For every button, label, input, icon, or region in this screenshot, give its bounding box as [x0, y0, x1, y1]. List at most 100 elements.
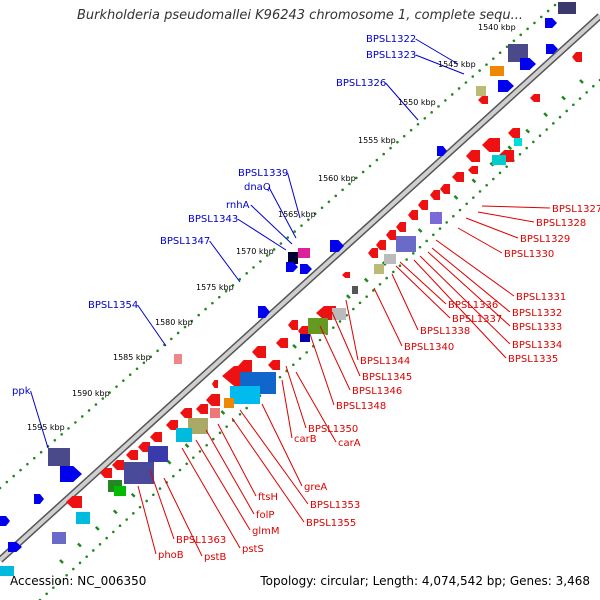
gene-feature[interactable]	[174, 354, 182, 364]
gene-feature[interactable]	[288, 252, 298, 264]
gene-feature[interactable]	[148, 446, 168, 462]
gene-feature[interactable]	[408, 210, 418, 220]
gene-feature[interactable]	[308, 318, 328, 334]
gene-feature[interactable]	[490, 66, 504, 76]
gene-feature[interactable]	[530, 94, 540, 102]
reverse-gene-label[interactable]: BPSL1327	[552, 204, 600, 215]
gene-feature[interactable]	[166, 420, 178, 430]
gene-feature[interactable]	[212, 380, 218, 388]
gene-feature[interactable]	[572, 52, 582, 62]
gene-feature[interactable]	[0, 516, 10, 526]
gene-feature[interactable]	[384, 254, 396, 264]
gene-feature[interactable]	[288, 320, 298, 330]
reverse-gene-label[interactable]: pstS	[242, 544, 264, 555]
gene-feature[interactable]	[268, 360, 280, 370]
gene-feature[interactable]	[76, 512, 90, 524]
reverse-gene-label[interactable]: BPSL1334	[512, 340, 562, 351]
gene-feature[interactable]	[546, 44, 558, 54]
gene-feature[interactable]	[298, 326, 308, 336]
gene-feature[interactable]	[210, 408, 220, 418]
gene-feature[interactable]	[508, 44, 528, 62]
reverse-gene-label[interactable]: BPSL1328	[536, 218, 586, 229]
gene-feature[interactable]	[176, 428, 192, 442]
gene-feature[interactable]	[52, 532, 66, 544]
reverse-gene-label[interactable]: ftsH	[258, 492, 278, 503]
gene-feature[interactable]	[352, 286, 358, 294]
reverse-gene-label[interactable]: BPSL1348	[336, 401, 386, 412]
gene-feature[interactable]	[466, 150, 480, 162]
forward-gene-label[interactable]: BPSL1343	[188, 214, 238, 225]
gene-feature[interactable]	[478, 96, 488, 104]
gene-feature[interactable]	[386, 230, 396, 240]
reverse-gene-label[interactable]: pstB	[204, 552, 226, 563]
gene-feature[interactable]	[468, 166, 478, 174]
gene-feature[interactable]	[558, 2, 576, 14]
gene-feature[interactable]	[520, 58, 536, 70]
reverse-gene-label[interactable]: BPSL1350	[308, 424, 358, 435]
gene-feature[interactable]	[300, 334, 310, 342]
gene-feature[interactable]	[396, 236, 416, 252]
reverse-gene-label[interactable]: phoB	[158, 550, 184, 561]
gene-feature[interactable]	[34, 494, 44, 504]
gene-feature[interactable]	[437, 146, 447, 156]
gene-feature[interactable]	[286, 262, 298, 272]
gene-feature[interactable]	[316, 306, 336, 320]
gene-feature[interactable]	[100, 468, 112, 478]
reverse-gene-label[interactable]: BPSL1333	[512, 322, 562, 333]
gene-feature[interactable]	[298, 248, 310, 258]
gene-feature[interactable]	[374, 264, 384, 274]
gene-feature[interactable]	[196, 404, 208, 414]
forward-gene-label[interactable]: dnaQ	[244, 182, 271, 193]
reverse-gene-label[interactable]: carB	[294, 434, 317, 445]
gene-feature[interactable]	[368, 248, 378, 258]
gene-feature[interactable]	[114, 486, 126, 496]
gene-feature[interactable]	[545, 18, 557, 28]
gene-feature[interactable]	[180, 408, 192, 418]
reverse-gene-label[interactable]: BPSL1336	[448, 300, 498, 311]
forward-gene-label[interactable]: rnhA	[226, 200, 250, 211]
gene-feature[interactable]	[112, 460, 124, 470]
gene-feature[interactable]	[452, 172, 464, 182]
gene-feature[interactable]	[258, 306, 270, 318]
reverse-gene-label[interactable]: folP	[256, 510, 274, 521]
gene-feature[interactable]	[342, 272, 350, 278]
reverse-gene-label[interactable]: BPSL1329	[520, 234, 570, 245]
gene-feature[interactable]	[66, 496, 82, 508]
gene-feature[interactable]	[440, 184, 450, 194]
reverse-gene-label[interactable]: BPSL1353	[310, 500, 360, 511]
reverse-gene-label[interactable]: BPSL1346	[352, 386, 402, 397]
reverse-gene-label[interactable]: BPSL1340	[404, 342, 454, 353]
reverse-gene-label[interactable]: glmM	[252, 526, 280, 537]
gene-feature[interactable]	[418, 200, 428, 210]
forward-gene-label[interactable]: ppk	[12, 386, 31, 397]
reverse-gene-label[interactable]: carA	[338, 438, 361, 449]
gene-feature[interactable]	[8, 542, 22, 552]
gene-feature[interactable]	[396, 222, 406, 232]
forward-gene-label[interactable]: BPSL1323	[366, 50, 416, 61]
reverse-gene-label[interactable]: BPSL1338	[420, 326, 470, 337]
forward-gene-label[interactable]: BPSL1347	[160, 236, 210, 247]
reverse-gene-label[interactable]: greA	[304, 482, 327, 493]
gene-feature[interactable]	[224, 398, 234, 408]
gene-feature[interactable]	[514, 138, 522, 146]
gene-feature[interactable]	[430, 190, 440, 200]
gene-feature[interactable]	[206, 394, 220, 406]
reverse-gene-label[interactable]: BPSL1337	[452, 314, 502, 325]
forward-gene-label[interactable]: BPSL1322	[366, 34, 416, 45]
forward-gene-label[interactable]: BPSL1326	[336, 78, 386, 89]
reverse-gene-label[interactable]: BPSL1345	[362, 372, 412, 383]
reverse-gene-label[interactable]: BPSL1363	[176, 535, 226, 546]
gene-feature[interactable]	[48, 448, 70, 466]
gene-feature[interactable]	[138, 442, 150, 452]
gene-feature[interactable]	[150, 432, 162, 442]
forward-gene-label[interactable]: BPSL1339	[238, 168, 288, 179]
reverse-gene-label[interactable]: BPSL1332	[512, 308, 562, 319]
gene-feature[interactable]	[476, 86, 486, 96]
gene-feature[interactable]	[276, 338, 288, 348]
reverse-gene-label[interactable]: BPSL1355	[306, 518, 356, 529]
gene-feature[interactable]	[230, 386, 260, 404]
gene-feature[interactable]	[124, 462, 154, 484]
gene-feature[interactable]	[0, 566, 14, 576]
gene-feature[interactable]	[498, 80, 514, 92]
gene-feature[interactable]	[300, 264, 312, 274]
